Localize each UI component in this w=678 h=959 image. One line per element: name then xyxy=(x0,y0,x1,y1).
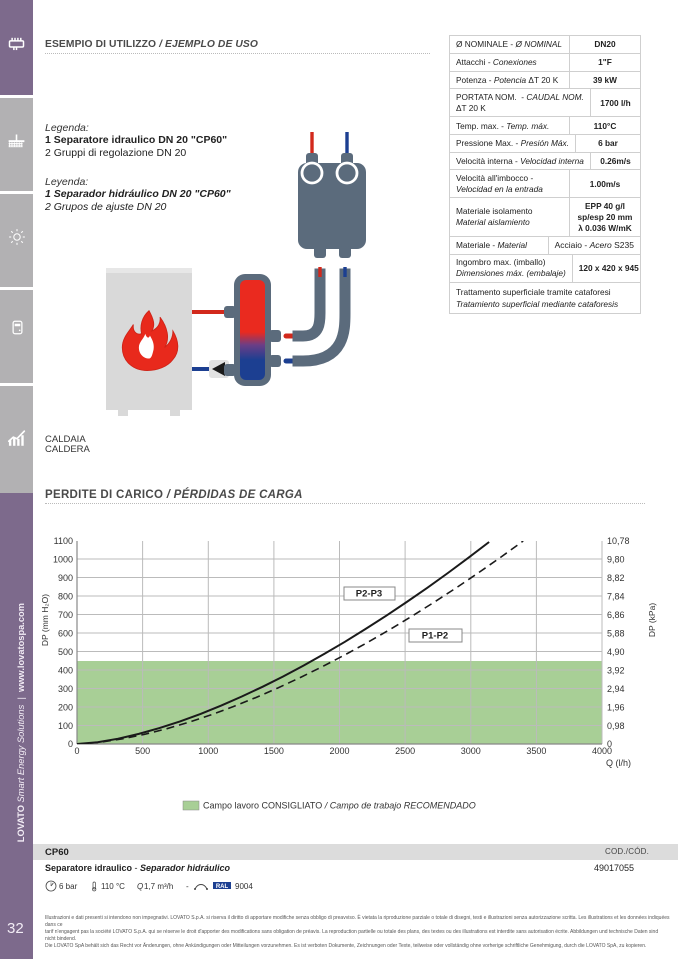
svg-text:300: 300 xyxy=(58,684,73,694)
svg-text:6 bar: 6 bar xyxy=(59,882,78,891)
svg-text:DP (mm H₂O): DP (mm H₂O) xyxy=(40,594,50,646)
svg-text:100: 100 xyxy=(58,721,73,731)
svg-text:1000: 1000 xyxy=(198,746,218,756)
svg-text:0: 0 xyxy=(74,746,79,756)
svg-text:Q: Q xyxy=(137,882,143,891)
svg-text:1100: 1100 xyxy=(54,536,73,546)
svg-text:2,94: 2,94 xyxy=(607,684,625,694)
svg-text:500: 500 xyxy=(58,647,73,657)
svg-text:400: 400 xyxy=(58,666,73,676)
svg-text:7,84: 7,84 xyxy=(607,592,625,602)
svg-text:10,78: 10,78 xyxy=(607,536,630,546)
svg-text:600: 600 xyxy=(58,629,73,639)
svg-text:3500: 3500 xyxy=(526,746,546,756)
svg-text:900: 900 xyxy=(58,573,73,583)
svg-text:6,86: 6,86 xyxy=(607,610,625,620)
svg-text:P1-P2: P1-P2 xyxy=(422,631,448,642)
svg-text:1000: 1000 xyxy=(53,555,73,565)
svg-text:3000: 3000 xyxy=(461,746,481,756)
svg-text:110 °C: 110 °C xyxy=(101,882,125,891)
svg-text:2000: 2000 xyxy=(329,746,349,756)
svg-text:-: - xyxy=(186,882,189,891)
svg-text:4,90: 4,90 xyxy=(607,647,625,657)
svg-text:1,96: 1,96 xyxy=(607,703,625,713)
svg-text:9004: 9004 xyxy=(235,882,253,891)
svg-text:4000: 4000 xyxy=(592,746,612,756)
svg-text:Campo lavoro CONSIGLIATO / Cam: Campo lavoro CONSIGLIATO / Campo de trab… xyxy=(203,801,476,811)
svg-text:5,88: 5,88 xyxy=(607,629,625,639)
svg-text:1,7 m³/h: 1,7 m³/h xyxy=(144,882,173,891)
svg-text:2500: 2500 xyxy=(395,746,415,756)
svg-text:200: 200 xyxy=(58,703,73,713)
svg-text:DP (kPa): DP (kPa) xyxy=(647,603,657,637)
svg-text:800: 800 xyxy=(58,592,73,602)
svg-text:3,92: 3,92 xyxy=(607,666,625,676)
svg-text:500: 500 xyxy=(135,746,150,756)
svg-text:Q (l/h): Q (l/h) xyxy=(606,758,631,768)
svg-text:0,98: 0,98 xyxy=(607,721,625,731)
svg-text:P2-P3: P2-P3 xyxy=(356,589,382,600)
svg-text:9,80: 9,80 xyxy=(607,555,625,565)
svg-text:700: 700 xyxy=(58,610,73,620)
svg-text:1500: 1500 xyxy=(264,746,284,756)
svg-text:8,82: 8,82 xyxy=(607,573,625,583)
svg-text:RAL: RAL xyxy=(216,884,229,890)
svg-text:0: 0 xyxy=(68,739,73,749)
